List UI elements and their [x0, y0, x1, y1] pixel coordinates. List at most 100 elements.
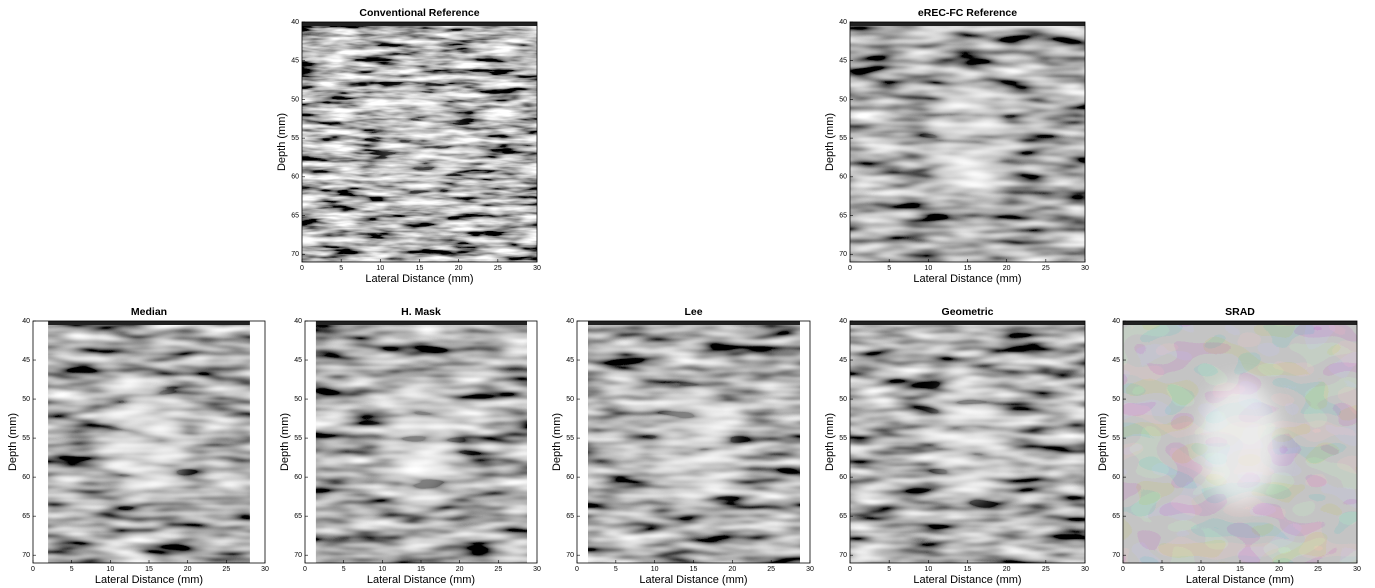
x-tick-label: 5 [614, 566, 618, 573]
y-tick-label: 65 [839, 513, 847, 520]
lesion [109, 379, 189, 505]
x-tick-label: 15 [964, 566, 972, 573]
x-tick-label: 15 [417, 566, 425, 573]
y-tick-label: 55 [839, 435, 847, 442]
lesion [927, 79, 1008, 205]
panel: 0 5 10 15 20 25 30 40 45 50 55 60 65 70 Lee Lateral Dis… [551, 306, 814, 586]
y-tick-label: 65 [839, 212, 847, 219]
x-tick-label: 0 [303, 566, 307, 573]
y-tick-label: 45 [839, 357, 847, 364]
x-tick-label: 0 [31, 566, 35, 573]
x-tick-label: 25 [767, 566, 775, 573]
x-tick-label: 0 [848, 265, 852, 272]
x-axis-label: Lateral Distance (mm) [367, 574, 475, 586]
x-tick-label: 5 [1160, 566, 1164, 573]
chart-title: Conventional Reference [359, 7, 479, 19]
y-tick-label: 60 [1112, 474, 1120, 481]
y-tick-label: 40 [839, 19, 847, 26]
ultrasound-image [1123, 321, 1357, 563]
x-tick-label: 0 [575, 566, 579, 573]
y-tick-label: 60 [22, 474, 30, 481]
x-tick-label: 0 [300, 265, 304, 272]
x-tick-label: 5 [70, 566, 74, 573]
y-tick-label: 60 [291, 174, 299, 181]
x-axis-label: Lateral Distance (mm) [365, 273, 473, 285]
x-tick-label: 20 [1275, 566, 1283, 573]
x-tick-label: 10 [106, 566, 114, 573]
y-tick-label: 70 [291, 251, 299, 258]
x-tick-label: 10 [376, 265, 384, 272]
y-tick-label: 70 [839, 552, 847, 559]
ultrasound-image [302, 22, 537, 262]
x-tick-label: 15 [964, 265, 972, 272]
panel: 0 5 10 15 20 25 30 40 45 50 55 60 65 70 eREC-FC Refere… [824, 7, 1089, 285]
y-tick-label: 55 [566, 435, 574, 442]
x-tick-label: 10 [651, 566, 659, 573]
y-tick-label: 40 [291, 19, 299, 26]
y-axis-label: Depth (mm) [276, 113, 288, 171]
x-tick-label: 10 [1197, 566, 1205, 573]
top-band [850, 321, 1085, 325]
y-tick-label: 45 [291, 58, 299, 65]
panel: 0 5 10 15 20 25 30 40 45 50 55 60 65 70 H. Mask Lateral… [279, 306, 541, 586]
y-tick-label: 55 [294, 435, 302, 442]
lesion [381, 379, 461, 505]
y-tick-label: 50 [839, 96, 847, 103]
x-tick-label: 20 [728, 566, 736, 573]
x-tick-label: 15 [145, 566, 153, 573]
x-tick-label: 5 [887, 566, 891, 573]
y-tick-label: 50 [1112, 396, 1120, 403]
x-tick-label: 25 [1042, 566, 1050, 573]
chart-title: Geometric [942, 306, 994, 318]
top-band [1123, 321, 1357, 325]
x-axis-label: Lateral Distance (mm) [1186, 574, 1294, 586]
x-tick-label: 30 [1081, 265, 1089, 272]
y-tick-label: 60 [566, 474, 574, 481]
x-tick-label: 30 [1353, 566, 1361, 573]
ultrasound-image [48, 321, 250, 563]
y-tick-label: 55 [291, 135, 299, 142]
x-tick-label: 15 [690, 566, 698, 573]
x-tick-label: 25 [1042, 265, 1050, 272]
lesion [379, 79, 460, 205]
x-tick-label: 25 [1314, 566, 1322, 573]
x-tick-label: 30 [806, 566, 814, 573]
y-axis-label: Depth (mm) [1097, 413, 1109, 471]
x-axis-label: Lateral Distance (mm) [913, 574, 1021, 586]
y-tick-label: 50 [839, 396, 847, 403]
x-tick-label: 25 [494, 566, 502, 573]
panel: 0 5 10 15 20 25 30 40 45 50 55 60 65 70 Conventional R… [276, 7, 541, 285]
y-tick-label: 60 [839, 174, 847, 181]
y-tick-label: 70 [839, 251, 847, 258]
x-axis-label: Lateral Distance (mm) [913, 273, 1021, 285]
lesion [1200, 379, 1280, 505]
y-tick-label: 65 [291, 212, 299, 219]
x-tick-label: 30 [1081, 566, 1089, 573]
ultrasound-image [587, 321, 800, 563]
x-tick-label: 30 [533, 566, 541, 573]
y-tick-label: 45 [566, 357, 574, 364]
x-tick-label: 5 [342, 566, 346, 573]
x-tick-label: 15 [416, 265, 424, 272]
x-tick-label: 20 [456, 566, 464, 573]
x-tick-label: 10 [924, 566, 932, 573]
x-tick-label: 20 [455, 265, 463, 272]
y-tick-label: 65 [1112, 513, 1120, 520]
y-tick-label: 65 [22, 513, 30, 520]
y-tick-label: 45 [22, 357, 30, 364]
y-tick-label: 40 [294, 318, 302, 325]
y-tick-label: 70 [294, 552, 302, 559]
top-band [302, 22, 537, 26]
x-tick-label: 5 [887, 265, 891, 272]
top-band [850, 22, 1085, 26]
x-tick-label: 25 [494, 265, 502, 272]
y-axis-label: Depth (mm) [824, 113, 836, 171]
x-tick-label: 0 [1121, 566, 1125, 573]
x-tick-label: 10 [378, 566, 386, 573]
y-tick-label: 45 [294, 357, 302, 364]
panel: 0 5 10 15 20 25 30 40 45 50 55 60 65 70 SRAD Lateral Di… [1097, 306, 1361, 586]
x-tick-label: 30 [261, 566, 269, 573]
x-tick-label: 25 [222, 566, 230, 573]
ultrasound-image [850, 22, 1085, 262]
